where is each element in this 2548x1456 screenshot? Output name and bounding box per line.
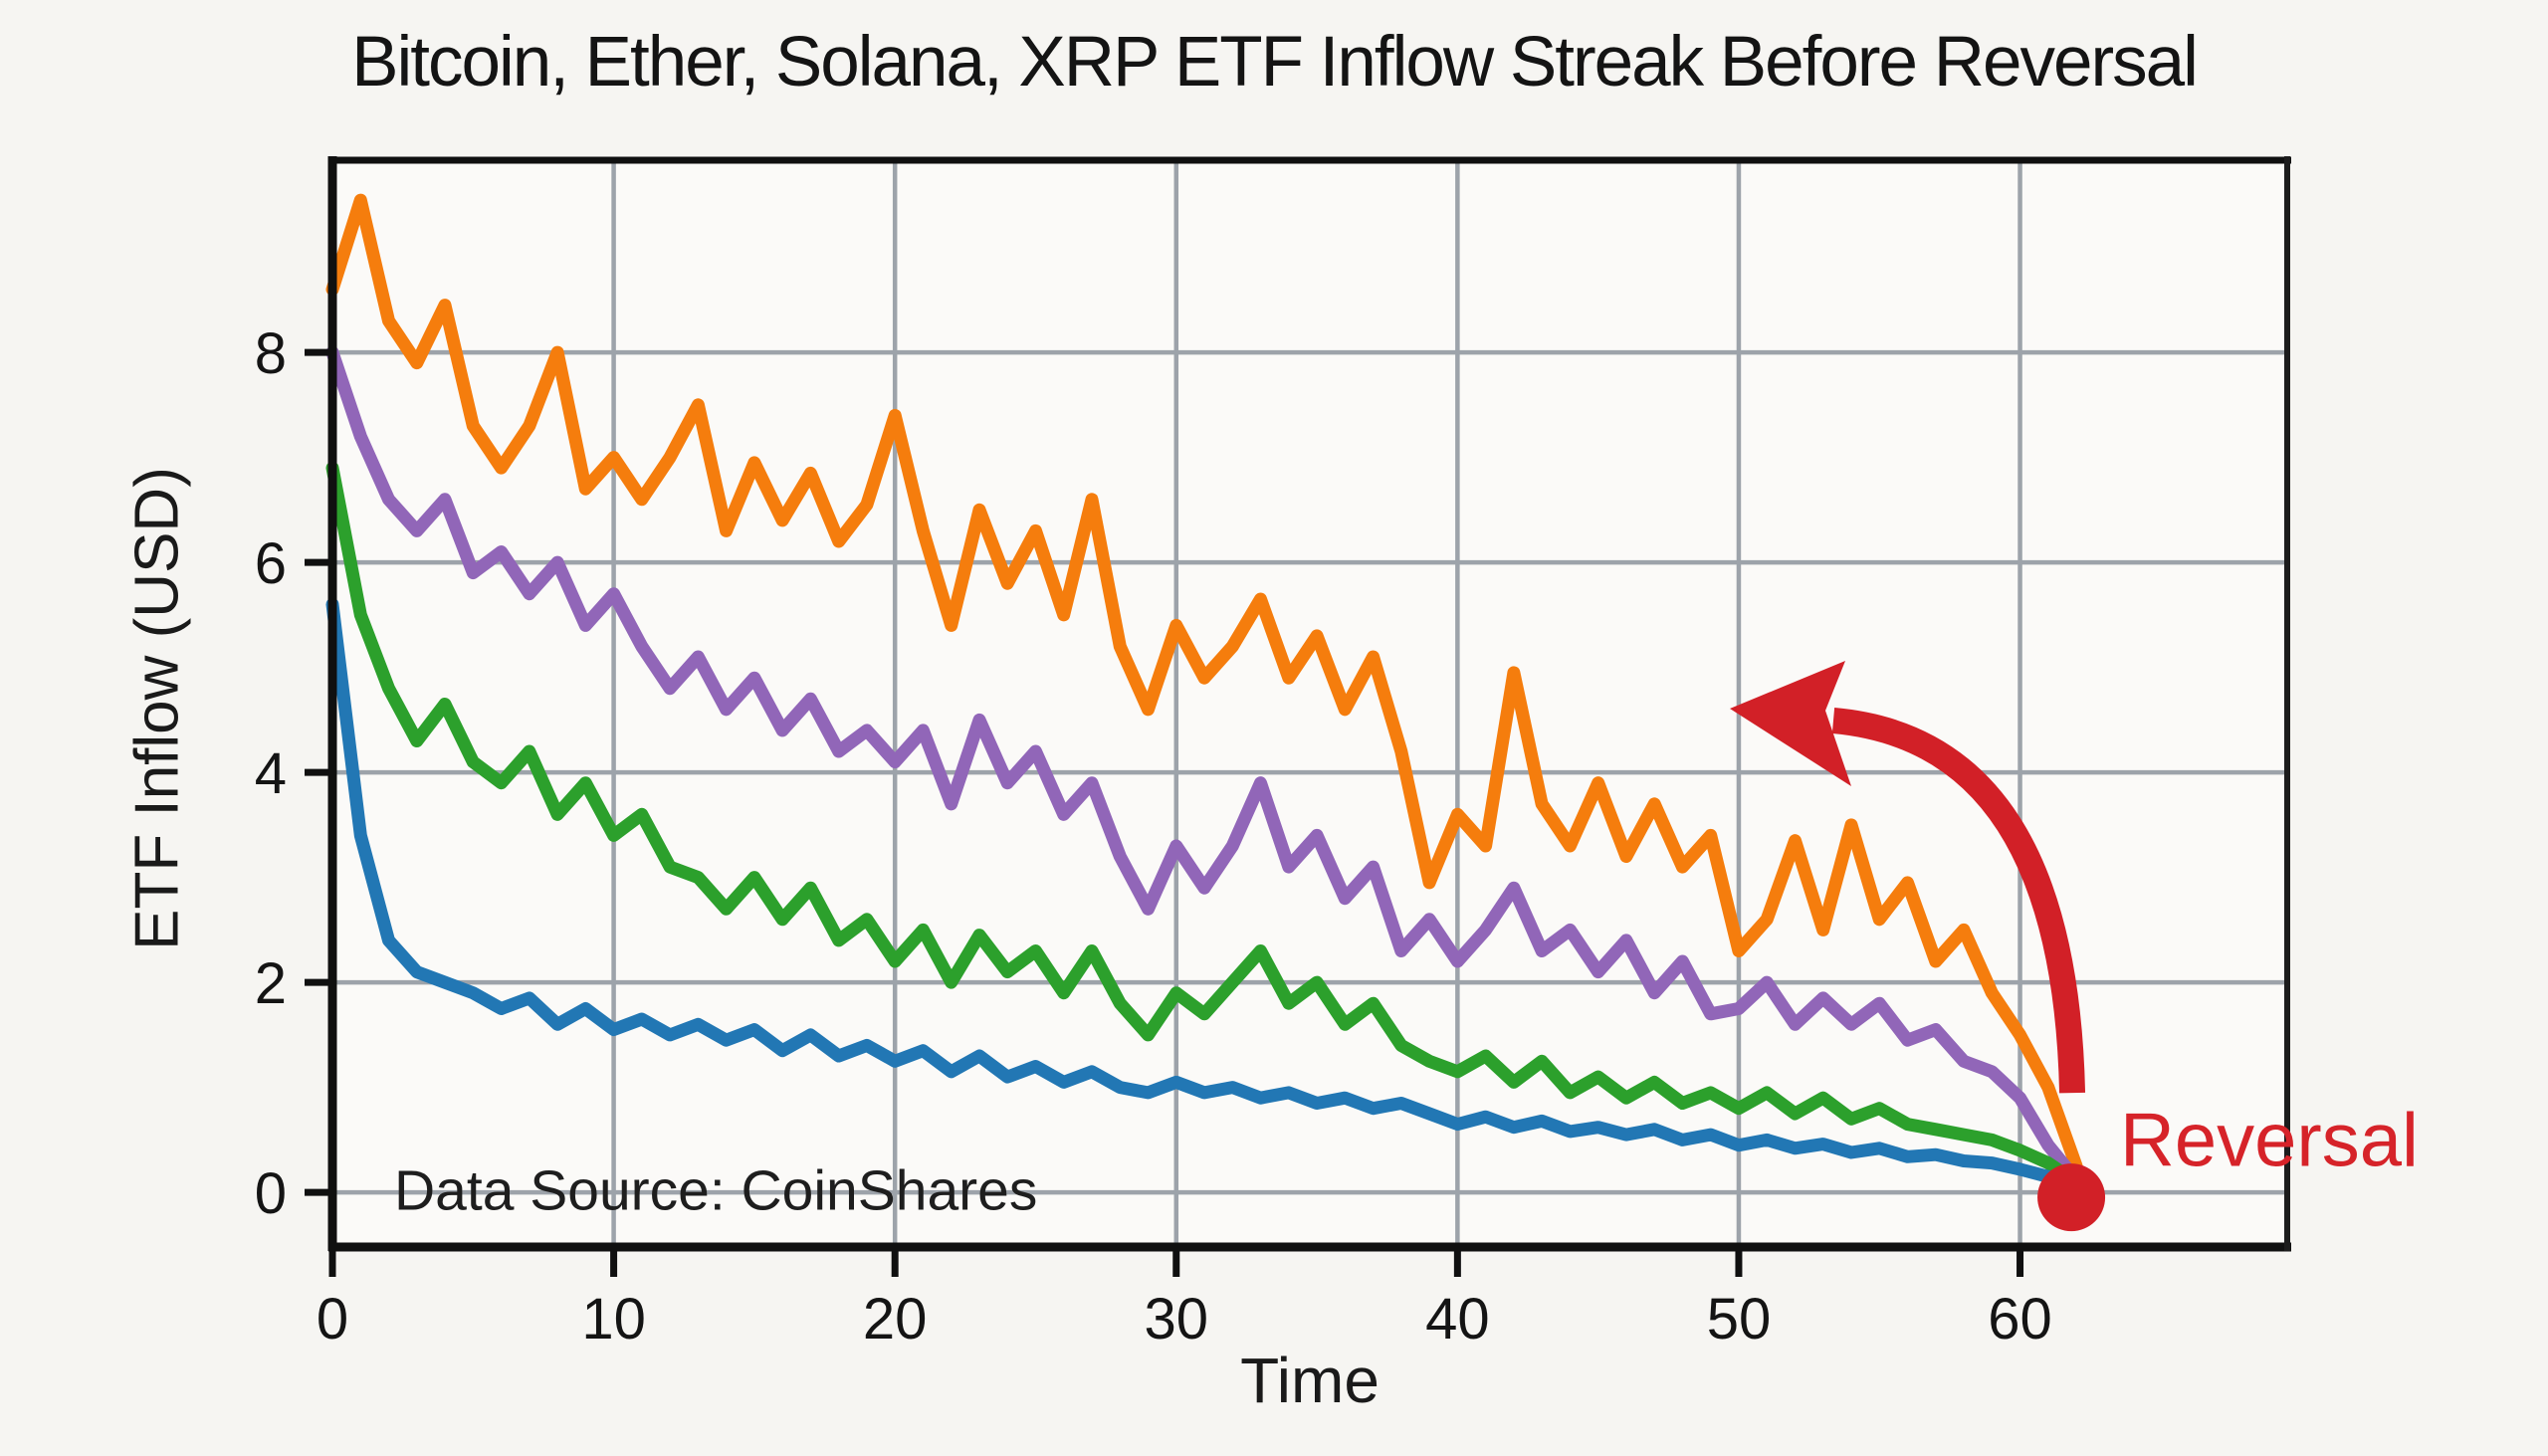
ytick-label-2: 2 xyxy=(255,951,287,1016)
reversal-dot xyxy=(2037,1163,2106,1232)
series-line-bitcoin xyxy=(325,193,2083,1173)
ytick-label-6: 6 xyxy=(255,531,287,596)
x-axis-label: Time xyxy=(1240,1345,1380,1416)
reversal-arrow-shaft xyxy=(1831,708,2086,1094)
xtick-label-50: 50 xyxy=(1707,1287,1772,1352)
series-line-solana xyxy=(325,461,2083,1189)
ytick-label-4: 4 xyxy=(255,741,287,806)
chart-title: Bitcoin, Ether, Solana, XRP ETF Inflow S… xyxy=(351,23,2199,102)
xtick-label-60: 60 xyxy=(1988,1287,2052,1352)
reversal-arrow-head xyxy=(1730,661,1851,786)
series-line-xrp xyxy=(325,597,2083,1193)
reversal-annotation-label: Reversal xyxy=(2120,1098,2419,1183)
series-line-ether xyxy=(325,345,2083,1186)
ytick-label-0: 0 xyxy=(255,1161,287,1226)
data-source-note: Data Source: CoinShares xyxy=(394,1158,1038,1223)
xtick-label-30: 30 xyxy=(1145,1287,1209,1352)
plot-area xyxy=(332,160,2287,1247)
xtick-label-20: 20 xyxy=(863,1287,928,1352)
ytick-label-8: 8 xyxy=(255,321,287,386)
xtick-label-0: 0 xyxy=(317,1287,348,1352)
y-axis-label: ETF Inflow (USD) xyxy=(122,467,192,950)
xtick-label-10: 10 xyxy=(581,1287,646,1352)
xtick-label-40: 40 xyxy=(1425,1287,1490,1352)
